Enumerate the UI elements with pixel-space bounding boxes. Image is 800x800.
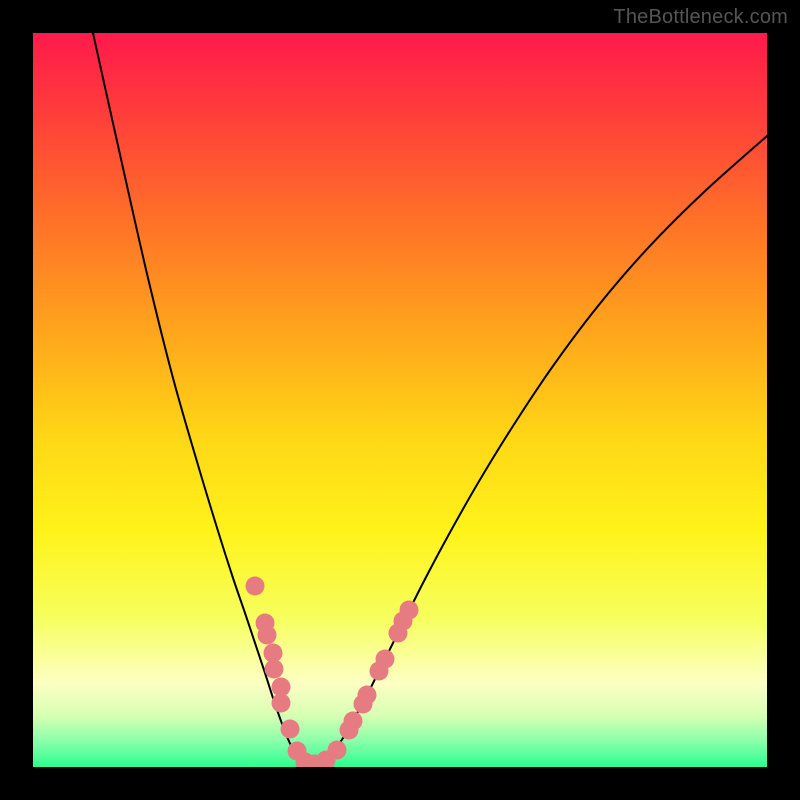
marker-dot: [265, 660, 284, 679]
watermark-text: TheBottleneck.com: [613, 6, 788, 29]
marker-dot: [246, 577, 265, 596]
marker-dot: [272, 694, 291, 713]
marker-dot: [376, 650, 395, 669]
plot-svg: [33, 33, 767, 767]
figure-root: TheBottleneck.com: [0, 0, 800, 800]
marker-dot: [358, 686, 377, 705]
marker-dot: [400, 601, 419, 620]
marker-dot: [328, 741, 347, 760]
gradient-background: [33, 33, 767, 767]
marker-dot: [344, 712, 363, 731]
marker-dot: [281, 720, 300, 739]
marker-dot: [258, 626, 277, 645]
plot-area: [33, 33, 767, 767]
